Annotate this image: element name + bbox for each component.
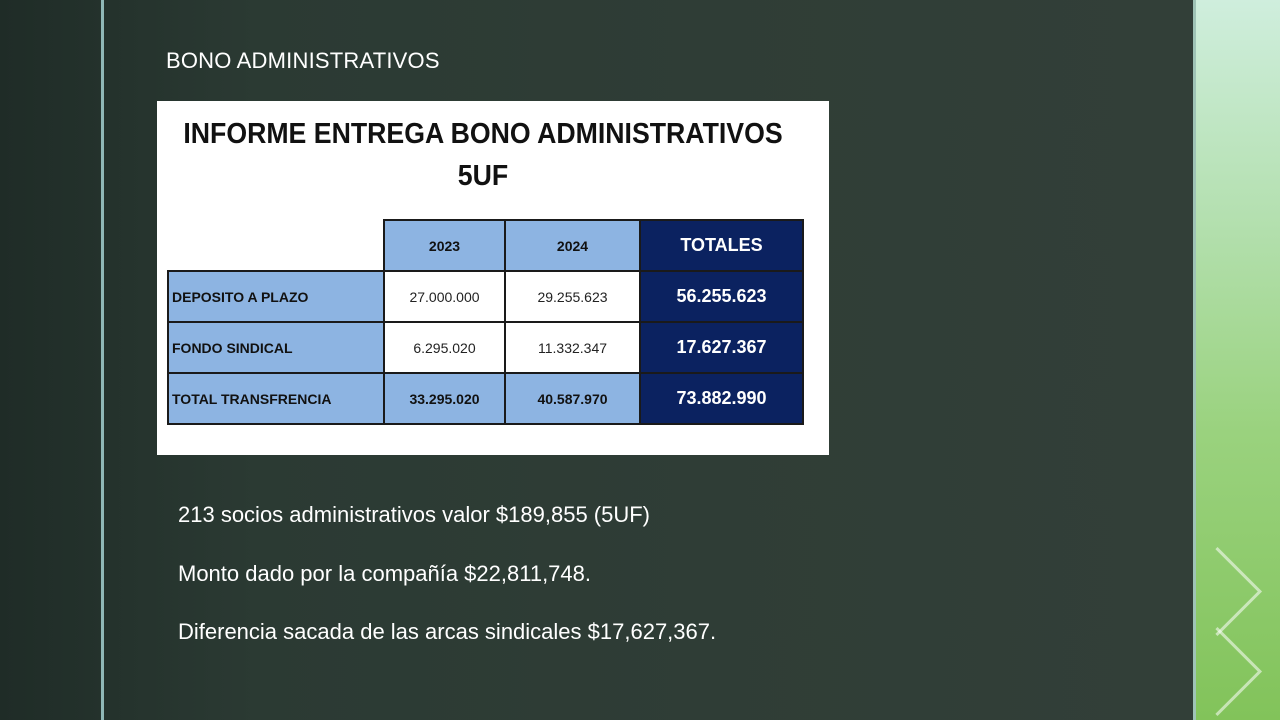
column-header-totales: TOTALES	[639, 219, 804, 272]
note-monto-compania: Monto dado por la compañía $22,811,748.	[178, 561, 592, 586]
cell-2024: 11.332.347	[504, 321, 641, 374]
report-image: INFORME ENTREGA BONO ADMINISTRATIVOS 5UF…	[157, 101, 829, 455]
note-diferencia: Diferencia sacada de las arcas sindicale…	[178, 619, 717, 644]
table-row: FONDO SINDICAL 6.295.020 11.332.347 17.6…	[167, 321, 804, 374]
note-socios: 213 socios administrativos valor $189,85…	[178, 502, 651, 527]
cell-total: 17.627.367	[639, 321, 804, 374]
table-corner-cell	[168, 220, 384, 271]
cell-2023: 33.295.020	[383, 372, 506, 425]
row-label: FONDO SINDICAL	[167, 321, 385, 374]
table-header-row: 2023 2024 TOTALES	[168, 219, 804, 272]
row-label: DEPOSITO A PLAZO	[167, 270, 385, 323]
cell-2023: 6.295.020	[383, 321, 506, 374]
cell-2023: 27.000.000	[383, 270, 506, 323]
cell-2024: 40.587.970	[504, 372, 641, 425]
chevron-decoration-icon	[1196, 546, 1263, 637]
decorative-side-panel	[1196, 0, 1280, 720]
row-label: TOTAL TRANSFRENCIA	[167, 372, 385, 425]
bono-table: 2023 2024 TOTALES DEPOSITO A PLAZO 27.00…	[167, 219, 804, 425]
right-accent-rule	[1193, 0, 1196, 720]
cell-total: 56.255.623	[639, 270, 804, 323]
slide-title: BONO ADMINISTRATIVOS	[166, 48, 440, 73]
cell-total: 73.882.990	[639, 372, 804, 425]
left-accent-rule	[101, 0, 104, 720]
table-row: DEPOSITO A PLAZO 27.000.000 29.255.623 5…	[167, 270, 804, 323]
table-row: TOTAL TRANSFRENCIA 33.295.020 40.587.970…	[167, 372, 804, 425]
chevron-decoration-icon	[1196, 626, 1263, 717]
column-header-2024: 2024	[504, 219, 641, 272]
report-title-line1: INFORME ENTREGA BONO ADMINISTRATIVOS	[183, 118, 783, 150]
report-title-line2: 5UF	[457, 160, 509, 192]
column-header-2023: 2023	[383, 219, 506, 272]
cell-2024: 29.255.623	[504, 270, 641, 323]
report-title: INFORME ENTREGA BONO ADMINISTRATIVOS 5UF	[183, 113, 783, 197]
